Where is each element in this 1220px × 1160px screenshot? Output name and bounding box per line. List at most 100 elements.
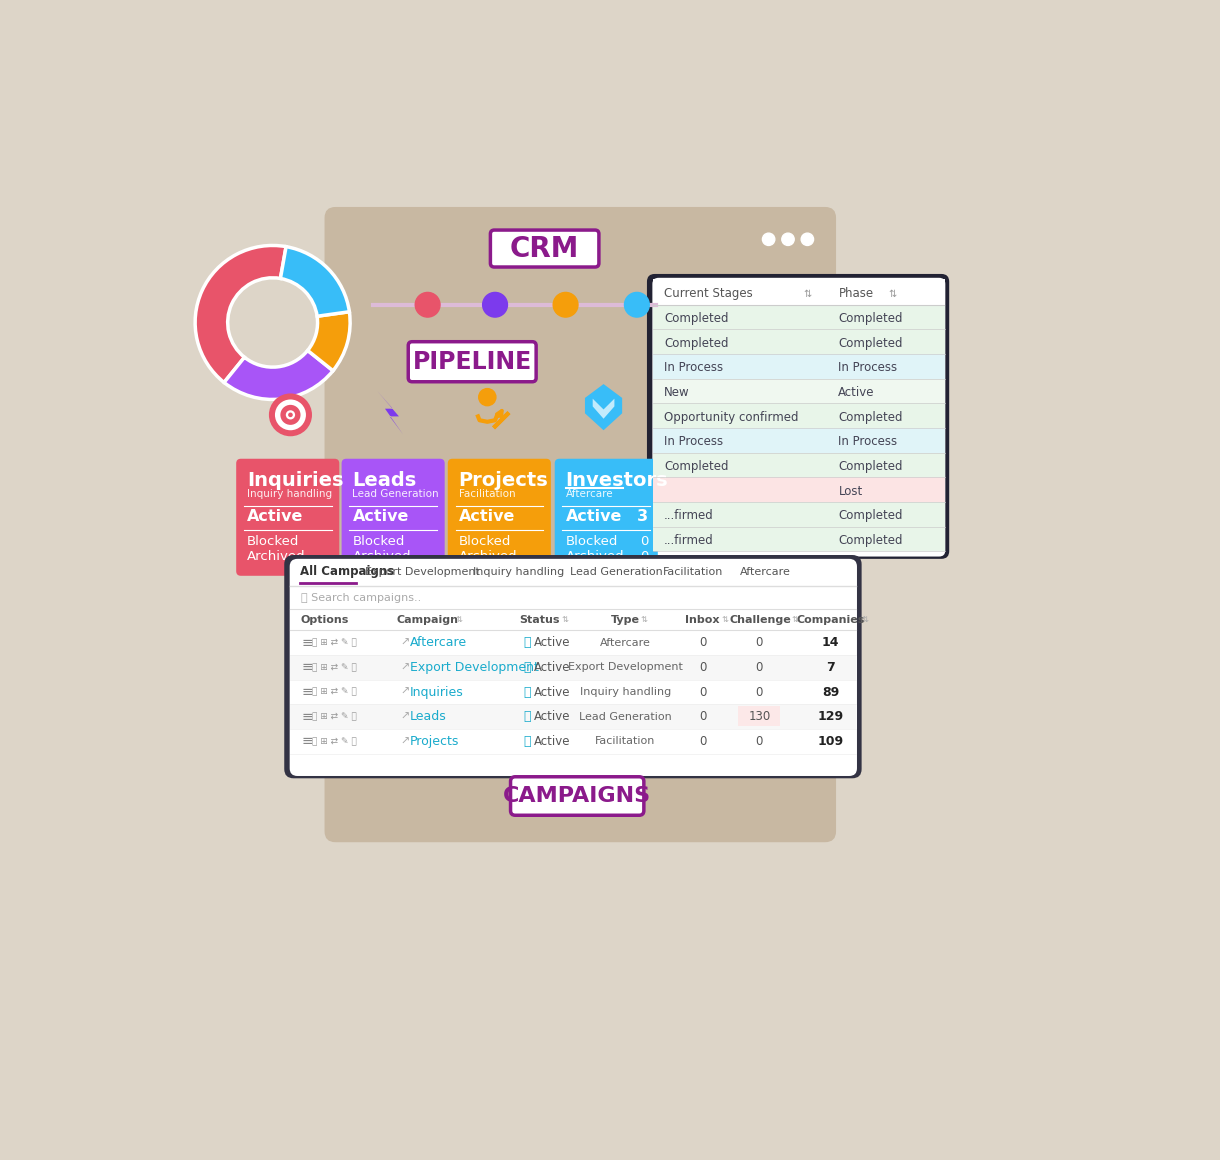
- Bar: [653, 378, 944, 404]
- Circle shape: [762, 233, 775, 246]
- FancyBboxPatch shape: [653, 277, 946, 557]
- Text: Active: Active: [353, 509, 409, 524]
- Text: Inbox: Inbox: [686, 615, 720, 625]
- Text: Completed: Completed: [838, 312, 903, 325]
- Text: Completed: Completed: [664, 461, 728, 473]
- Text: ⇅: ⇅: [804, 289, 811, 299]
- Text: Completed: Completed: [838, 509, 903, 522]
- Text: Aftercare: Aftercare: [741, 567, 792, 577]
- Text: In Process: In Process: [838, 435, 898, 448]
- Text: ⇅: ⇅: [561, 615, 569, 624]
- Text: Challenge: Challenge: [730, 615, 791, 625]
- Text: Current Stages: Current Stages: [664, 288, 753, 300]
- Circle shape: [802, 233, 814, 246]
- Text: Inquiries: Inquiries: [410, 686, 464, 698]
- Text: 129: 129: [817, 710, 844, 723]
- Text: 0: 0: [640, 535, 649, 548]
- Text: Blocked: Blocked: [566, 535, 619, 548]
- Circle shape: [415, 292, 440, 317]
- Text: New: New: [664, 386, 689, 399]
- Text: Facilitation: Facilitation: [459, 490, 515, 499]
- Bar: [653, 305, 944, 329]
- Circle shape: [281, 405, 300, 425]
- Text: Lead Generation: Lead Generation: [578, 712, 672, 722]
- Bar: [653, 278, 944, 305]
- Text: Active: Active: [534, 686, 570, 698]
- Text: ⇅: ⇅: [791, 615, 798, 624]
- Text: Opportunity confirmed: Opportunity confirmed: [664, 411, 799, 423]
- Text: Leads: Leads: [353, 471, 417, 490]
- Text: ≡: ≡: [301, 636, 312, 650]
- Text: Lead Generation: Lead Generation: [570, 567, 662, 577]
- Text: 0: 0: [699, 710, 706, 723]
- Text: In Process: In Process: [664, 362, 723, 375]
- Text: Archived: Archived: [353, 550, 411, 563]
- Text: Companies: Companies: [797, 615, 865, 625]
- Text: ⇅: ⇅: [861, 615, 869, 624]
- Circle shape: [483, 292, 508, 317]
- Bar: [653, 329, 944, 354]
- Text: ↗: ↗: [400, 638, 410, 647]
- FancyBboxPatch shape: [342, 458, 444, 575]
- Text: ⇅: ⇅: [640, 615, 648, 624]
- Wedge shape: [307, 312, 350, 371]
- Circle shape: [271, 394, 311, 435]
- Text: ⓘ ⊞ ⇄ ✎ 👤: ⓘ ⊞ ⇄ ✎ 👤: [312, 712, 357, 722]
- Circle shape: [478, 387, 497, 406]
- Text: 0: 0: [699, 734, 706, 748]
- Text: ≡: ≡: [301, 734, 312, 748]
- Circle shape: [553, 292, 578, 317]
- Text: Aftercare: Aftercare: [600, 638, 650, 647]
- Circle shape: [625, 292, 649, 317]
- Text: Ⓐ: Ⓐ: [523, 734, 531, 748]
- Text: Ⓐ: Ⓐ: [523, 661, 531, 674]
- Text: ⇅: ⇅: [455, 615, 462, 624]
- Text: Aftercare: Aftercare: [410, 637, 467, 650]
- Text: ...firmed: ...firmed: [664, 509, 714, 522]
- Text: Inquiry handling: Inquiry handling: [580, 687, 671, 697]
- FancyBboxPatch shape: [647, 274, 949, 559]
- Text: CAMPAIGNS: CAMPAIGNS: [503, 786, 651, 806]
- Text: Investors: Investors: [566, 471, 669, 490]
- Text: ≡: ≡: [301, 660, 312, 674]
- Text: ↗: ↗: [400, 737, 410, 746]
- Text: Status: Status: [520, 615, 560, 625]
- Text: 7: 7: [826, 661, 834, 674]
- Text: ⓘ ⊞ ⇄ ✎ 👤: ⓘ ⊞ ⇄ ✎ 👤: [312, 737, 357, 746]
- Text: Type: Type: [611, 615, 639, 625]
- Text: 14: 14: [822, 637, 839, 650]
- Text: ≡: ≡: [301, 710, 312, 724]
- Text: 0: 0: [755, 637, 762, 650]
- Text: Blocked: Blocked: [353, 535, 405, 548]
- Text: Facilitation: Facilitation: [595, 737, 655, 746]
- Circle shape: [782, 233, 794, 246]
- Text: ↗: ↗: [400, 687, 410, 697]
- Text: ⓘ ⊞ ⇄ ✎ 👤: ⓘ ⊞ ⇄ ✎ 👤: [312, 638, 357, 647]
- Text: Completed: Completed: [664, 336, 728, 350]
- Text: Projects: Projects: [459, 471, 548, 490]
- Text: Facilitation: Facilitation: [662, 567, 723, 577]
- Text: 0: 0: [755, 661, 762, 674]
- Text: ...firmed: ...firmed: [664, 534, 714, 546]
- Text: Aftercare: Aftercare: [566, 490, 614, 499]
- Bar: [738, 706, 781, 726]
- Text: Completed: Completed: [664, 312, 728, 325]
- Bar: [653, 428, 944, 452]
- Text: Active: Active: [534, 710, 570, 723]
- FancyBboxPatch shape: [409, 342, 536, 382]
- Text: Phase: Phase: [838, 288, 874, 300]
- FancyBboxPatch shape: [237, 458, 339, 575]
- Text: Active: Active: [534, 734, 570, 748]
- FancyBboxPatch shape: [284, 554, 861, 778]
- Text: 3: 3: [637, 509, 649, 524]
- Text: Active: Active: [246, 509, 304, 524]
- Text: ⇅: ⇅: [888, 289, 897, 299]
- Text: Completed: Completed: [838, 534, 903, 546]
- Text: Ⓐ: Ⓐ: [523, 686, 531, 698]
- Text: 🔍 Search campaigns..: 🔍 Search campaigns..: [301, 593, 422, 603]
- Text: 0: 0: [699, 661, 706, 674]
- Text: Completed: Completed: [838, 336, 903, 350]
- Text: Archived: Archived: [459, 550, 517, 563]
- Polygon shape: [584, 384, 622, 430]
- Bar: [653, 527, 944, 551]
